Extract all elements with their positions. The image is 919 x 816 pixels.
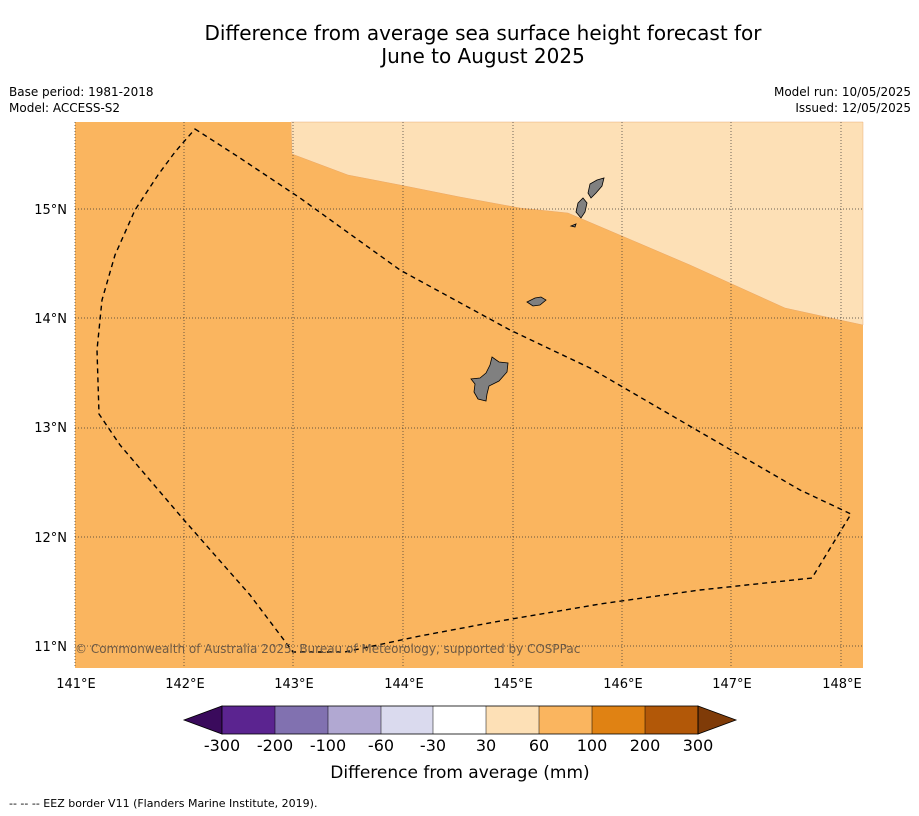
colorbar-extend-high bbox=[697, 705, 738, 735]
colorbar-bin bbox=[592, 706, 645, 734]
colorbar-label: Difference from average (mm) bbox=[330, 763, 589, 783]
lat-label: 12°N bbox=[34, 531, 67, 546]
colorbar-tick: 300 bbox=[683, 736, 714, 755]
colorbar-tick: -300 bbox=[204, 736, 240, 755]
colorbar-bin bbox=[645, 706, 698, 734]
colorbar-outline bbox=[221, 705, 699, 735]
lon-label: 144°E bbox=[384, 677, 424, 692]
lon-label: 142°E bbox=[165, 677, 205, 692]
eez-border bbox=[96, 128, 853, 653]
model-name: Model: ACCESS-S2 bbox=[9, 101, 121, 115]
colorbar-extend-low bbox=[182, 705, 223, 735]
colorbar-tick: -60 bbox=[368, 736, 394, 755]
lat-label: 11°N bbox=[34, 640, 67, 655]
region-30-60 bbox=[290, 121, 864, 326]
title-line-2: June to August 2025 bbox=[381, 44, 585, 68]
base-period: Base period: 1981-2018 bbox=[9, 85, 154, 99]
colorbar-tick: -200 bbox=[257, 736, 293, 755]
colorbar-tick: -30 bbox=[420, 736, 446, 755]
guam-island bbox=[470, 356, 509, 402]
lat-label: 13°N bbox=[34, 421, 67, 436]
lon-label: 143°E bbox=[274, 677, 314, 692]
issued-date: Issued: 12/05/2025 bbox=[795, 101, 911, 115]
meta-right: Model run: 10/05/2025 Issued: 12/05/2025 bbox=[774, 84, 911, 116]
lon-label: 148°E bbox=[822, 677, 862, 692]
colorbar-bin bbox=[486, 706, 539, 734]
copyright-text: © Commonwealth of Australia 2025, Bureau… bbox=[75, 642, 580, 656]
map-panel: © Commonwealth of Australia 2025, Bureau… bbox=[74, 121, 864, 668]
rota-island bbox=[526, 296, 547, 307]
title-line-1: Difference from average sea surface heig… bbox=[204, 21, 762, 45]
colorbar-bin bbox=[381, 706, 433, 734]
colorbar-tick: 60 bbox=[529, 736, 549, 755]
colorbar-bin bbox=[222, 706, 275, 734]
lat-label: 15°N bbox=[34, 203, 67, 218]
colorbar-ticks: -300 -200 -100 -60 -30 30 60 100 200 300 bbox=[204, 736, 713, 755]
islands bbox=[470, 177, 605, 402]
lon-label: 147°E bbox=[712, 677, 752, 692]
lon-label: 145°E bbox=[493, 677, 533, 692]
lon-label: 141°E bbox=[56, 677, 96, 692]
lon-label: 146°E bbox=[603, 677, 643, 692]
tinian-island bbox=[575, 197, 588, 219]
colorbar-tick: -100 bbox=[310, 736, 346, 755]
model-run: Model run: 10/05/2025 bbox=[773, 85, 911, 99]
map-title: Difference from average sea surface heig… bbox=[0, 22, 919, 68]
colorbar: -300 -200 -100 -60 -30 30 60 100 200 300… bbox=[182, 705, 738, 783]
axis-labels: 141°E 142°E 143°E 144°E 145°E 146°E 147°… bbox=[34, 203, 862, 692]
saipan-island bbox=[587, 177, 605, 199]
eez-footnote: -- -- -- EEZ border V11 (Flanders Marine… bbox=[9, 797, 318, 810]
colorbar-bin bbox=[275, 706, 328, 734]
colorbar-bin bbox=[539, 706, 592, 734]
colorbar-tick: 30 bbox=[476, 736, 496, 755]
colorbar-bin bbox=[328, 706, 381, 734]
colorbar-tick: 200 bbox=[630, 736, 661, 755]
colorbar-tick: 100 bbox=[577, 736, 608, 755]
colorbar-bin bbox=[433, 706, 486, 734]
aguijan-island bbox=[569, 223, 577, 228]
gridlines bbox=[74, 122, 863, 668]
meta-left: Base period: 1981-2018 Model: ACCESS-S2 bbox=[9, 84, 154, 116]
lat-label: 14°N bbox=[34, 312, 67, 327]
colorbar-dividers bbox=[274, 706, 646, 734]
